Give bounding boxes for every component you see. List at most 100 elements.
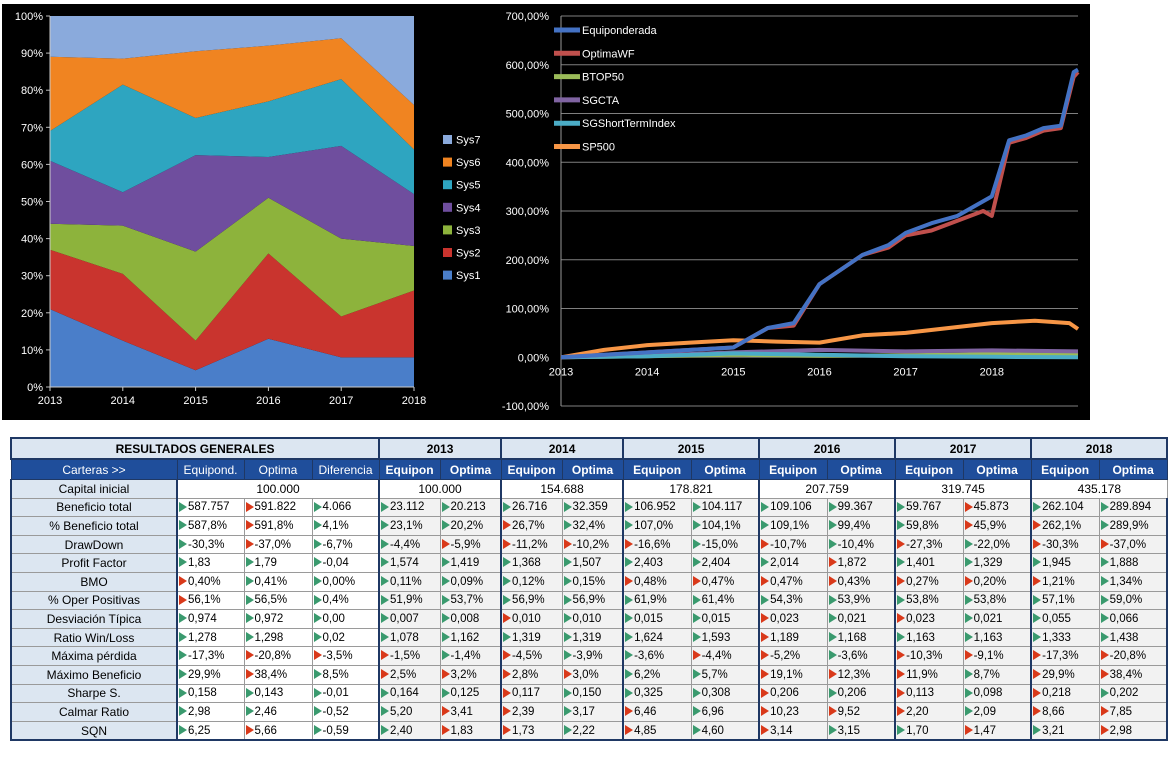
red-flag-icon <box>381 650 390 661</box>
green-flag-icon <box>503 557 512 568</box>
red-flag-icon <box>761 706 770 717</box>
green-flag-icon <box>964 557 973 568</box>
metric-cell: 0,098 <box>962 683 1032 704</box>
red-flag-icon <box>245 501 254 512</box>
green-flag-icon <box>563 724 572 735</box>
metric-value: 0,974 <box>188 612 217 625</box>
green-flag-icon <box>692 631 701 642</box>
red-flag-icon <box>692 575 701 586</box>
metric-value: 0,206 <box>770 687 799 700</box>
green-flag-icon <box>381 631 390 642</box>
metric-cell: -4,5% <box>500 646 563 666</box>
metric-value: 1,163 <box>906 631 935 644</box>
metric-value: 0,00 <box>322 612 345 625</box>
green-flag-icon <box>563 613 572 624</box>
metric-cell: -10,7% <box>758 534 828 555</box>
metric-cell: -17,3% <box>176 646 245 666</box>
green-flag-icon <box>179 668 187 679</box>
metric-cell: 3,21 <box>1030 720 1100 742</box>
metric-value: 1,21% <box>1042 575 1075 588</box>
metric-cell: 0,43% <box>826 571 896 592</box>
green-flag-icon <box>964 613 973 624</box>
metric-cell: 0,972 <box>243 609 313 629</box>
metric-cell: 2,46 <box>243 702 313 722</box>
green-flag-icon <box>692 501 701 512</box>
metric-value: 1,888 <box>1109 557 1139 570</box>
red-flag-icon <box>964 501 973 512</box>
green-flag-icon <box>1033 594 1042 605</box>
metric-cell: -16,6% <box>622 534 692 555</box>
metric-cell: 6,2% <box>622 664 692 685</box>
metric-value: 0,12% <box>512 575 545 588</box>
red-flag-icon <box>761 724 770 735</box>
red-flag-icon <box>563 538 572 549</box>
metric-value: -17,3% <box>188 650 225 663</box>
row-label: Máxima pérdida <box>10 646 178 666</box>
metric-cell: 0,202 <box>1098 683 1169 704</box>
red-flag-icon <box>1033 650 1042 661</box>
metric-cell: 1,163 <box>962 627 1032 648</box>
green-flag-icon <box>625 594 634 605</box>
area-sys2 <box>50 249 414 371</box>
red-flag-icon <box>503 706 512 717</box>
metric-value: 2,403 <box>634 557 663 570</box>
green-flag-icon <box>1100 557 1109 568</box>
metric-value: 3,15 <box>837 724 860 737</box>
metric-cell: 7,85 <box>1098 702 1169 722</box>
green-flag-icon <box>441 501 450 512</box>
metric-cell: 9,52 <box>826 702 896 722</box>
metric-value: 53,9% <box>837 594 871 607</box>
x-tick-label: 2018 <box>402 395 426 407</box>
metric-value: 0,47% <box>770 575 803 588</box>
row-label: SQN <box>10 720 178 742</box>
metric-value: 104.117 <box>701 501 743 514</box>
red-flag-icon <box>381 668 390 679</box>
metric-cell: -15,0% <box>690 534 760 555</box>
metric-value: 8,7% <box>973 668 1000 681</box>
metric-value: 26.716 <box>512 501 548 514</box>
metric-value: 45.873 <box>973 501 1009 514</box>
metric-value: 0,308 <box>701 687 731 700</box>
green-flag-icon <box>692 520 701 531</box>
metric-row: Máximo Beneficio 29,9% 38,4% 8,5% 2,5% 3,2% 2,… <box>10 664 1169 685</box>
metric-cell: 1,34% <box>1098 571 1169 592</box>
legend-label: Equiponderada <box>582 25 658 37</box>
green-flag-icon <box>1100 520 1109 531</box>
metric-cell: -0,52 <box>311 702 380 722</box>
red-flag-icon <box>503 538 512 549</box>
metric-cell: -9,1% <box>962 646 1032 666</box>
x-tick-label: 2014 <box>635 366 659 378</box>
green-flag-icon <box>897 724 906 735</box>
metric-value: -10,3% <box>906 650 943 663</box>
metric-cell: 32,4% <box>561 516 624 536</box>
year-header: 2015 <box>622 437 761 460</box>
metric-cell: 0,021 <box>962 609 1032 629</box>
metric-value: 3,14 <box>770 724 793 737</box>
metric-value: 0,113 <box>906 687 935 700</box>
metric-cell: -22,0% <box>962 534 1032 555</box>
metric-cell: -20,8% <box>243 646 313 666</box>
optima-column-header: Optima <box>690 458 760 480</box>
y-tick-label: 50% <box>21 197 43 209</box>
metric-value: 0,055 <box>1042 612 1071 625</box>
green-flag-icon <box>441 557 450 568</box>
metric-value: 4.066 <box>322 501 352 514</box>
red-flag-icon <box>761 668 770 679</box>
x-tick-label: 2016 <box>807 366 831 378</box>
optima-column-header: Optima <box>826 458 896 480</box>
y-tick-label: 700,00% <box>506 11 550 23</box>
x-tick-label: 2013 <box>549 366 573 378</box>
y-tick-label: 40% <box>21 234 43 246</box>
metric-cell: 0,325 <box>622 683 692 704</box>
metric-value: -37,0% <box>1109 538 1147 551</box>
red-flag-icon <box>828 557 837 568</box>
green-flag-icon <box>381 557 390 568</box>
metric-cell: 1,507 <box>561 553 624 573</box>
green-flag-icon <box>313 613 322 624</box>
legend-label: SGCTA <box>582 95 620 107</box>
legend-label: Sys1 <box>456 270 480 282</box>
area-sys6 <box>50 38 414 150</box>
green-flag-icon <box>828 613 837 624</box>
green-flag-icon <box>692 668 701 679</box>
equipon-column-header: Equipon <box>758 458 828 480</box>
